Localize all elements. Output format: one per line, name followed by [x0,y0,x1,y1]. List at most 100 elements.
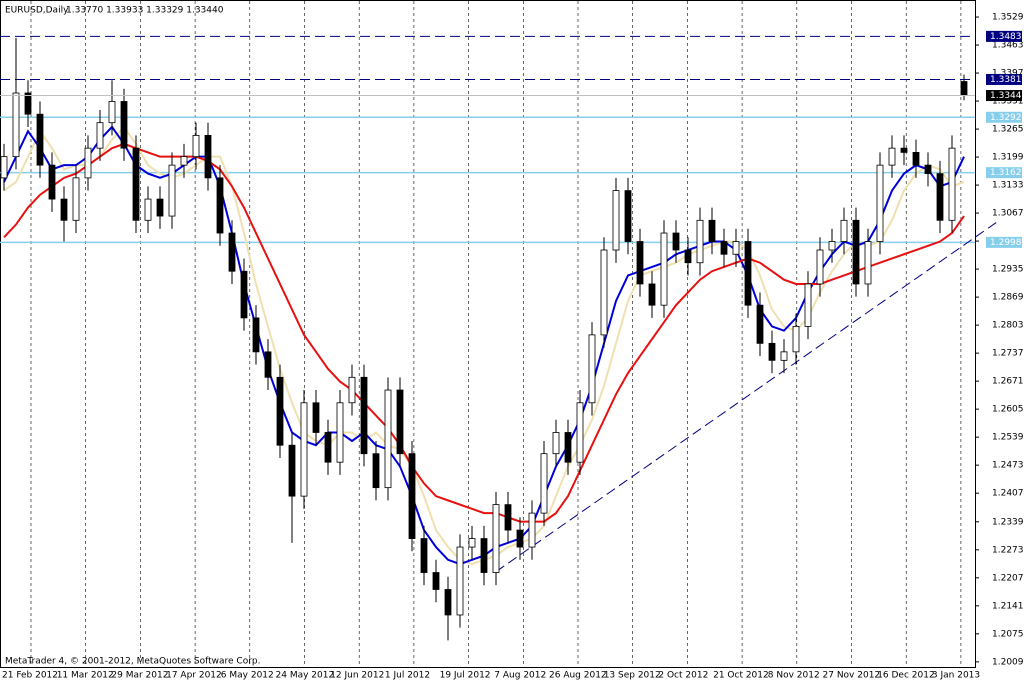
y-tick-label: 1.31330 [992,181,1024,191]
candle-body [276,376,284,446]
candle-body [336,402,344,463]
x-tick-label: 29 Mar 2012 [111,671,168,681]
x-tick-label: 19 Jul 2012 [440,671,491,681]
candle-body [24,92,32,115]
y-tick-label: 1.30670 [992,209,1024,219]
candle-body [564,432,572,463]
candle-body [288,444,296,497]
candle-body [816,249,824,285]
x-tick-label: 6 May 2012 [221,671,274,681]
y-tick-label: 1.33970 [992,69,1024,79]
candle-body [468,538,476,548]
candle-body [12,92,20,158]
y-tick-label: 1.26050 [992,405,1024,415]
y-tick-label: 1.34630 [992,41,1024,51]
x-tick-label: 1 Jul 2012 [385,671,430,681]
candle-body [780,351,788,361]
candle-body [576,402,584,463]
candle-body [408,453,416,539]
x-tick-label: 17 Apr 2012 [166,671,222,681]
candle-body [228,232,236,272]
candle-body [660,232,668,306]
candle-body [168,164,176,217]
candle-body [396,389,404,455]
level-label-box [986,167,1022,179]
y-tick-label: 1.28030 [992,321,1024,331]
y-tick-label: 1.24730 [992,461,1024,471]
candle-body [156,198,164,217]
level-label: 1.32928 [990,113,1024,123]
moving-average [3,142,965,523]
candle-body [324,432,332,463]
candle-body [840,219,848,242]
candle-body [144,198,152,221]
x-tick-label: 13 Sep 2012 [604,671,661,681]
x-tick-label: 3 Jan 2013 [932,671,980,681]
level-label: 1.31623 [990,168,1024,178]
candle-body [216,177,224,234]
candle-body [204,135,212,179]
candle-body [312,402,320,433]
y-tick-label: 1.26710 [992,377,1024,387]
candle-body [492,504,500,573]
candle-body [192,135,200,158]
candle-body [720,241,728,255]
candle-body [756,304,764,344]
candle-body [768,342,776,361]
x-tick-label: 2 Oct 2012 [658,671,708,681]
candle-body [948,147,956,221]
candle-body [456,546,464,616]
y-tick-label: 1.35290 [992,13,1024,23]
candle-body [120,101,128,149]
candle-body [240,270,248,319]
candle-body [852,219,860,285]
y-tick-label: 1.31990 [992,153,1024,163]
ohlc-header: 1.33770 1.33933 1.33329 1.33440 [66,6,224,16]
candle-body [0,156,8,179]
candle-body [552,432,560,455]
level-label: 1.33819 [990,75,1024,85]
candle-body [900,147,908,153]
candle-body [384,389,392,489]
candle-body [960,81,968,96]
candle-body [792,325,800,353]
candle-body [60,198,68,221]
candle-body [648,283,656,306]
x-tick-label: 24 May 2012 [276,671,335,681]
candle-body [132,147,140,221]
candle-body [504,504,512,531]
candle-body [96,122,104,149]
candle-body [480,538,488,573]
candle-body [180,156,188,166]
x-tick-label: 26 Aug 2012 [549,671,607,681]
symbol: EURUSD,Daily [5,6,69,16]
candle-body [360,376,368,455]
candle-body [636,241,644,285]
candle-body [672,232,680,251]
y-tick-label: 1.22075 [992,573,1024,583]
x-tick-label: 7 Aug 2012 [494,671,546,681]
level-label-box [986,30,1022,42]
candle-body [36,113,44,166]
candle-body [744,241,752,306]
candle-body [612,190,620,251]
candle-body [420,538,428,573]
candle-body [732,241,740,255]
candle-body [696,219,704,264]
current-price-box [986,90,1022,102]
x-tick-label: 21 Feb 2012 [2,671,58,681]
level-label-box [986,236,1022,248]
y-tick-label: 1.20755 [992,629,1024,639]
candle-body [108,101,116,124]
candle-body [864,241,872,285]
y-tick-label: 1.33310 [992,97,1024,107]
footer: MetaTrader 4, © 2001-2012, MetaQuotes So… [5,657,261,667]
candle-body [540,453,548,514]
x-tick-label: 16 Dec 2012 [877,671,935,681]
y-tick-label: 1.32650 [992,125,1024,135]
x-tick-label: 11 Mar 2012 [57,671,114,681]
candle-body [528,512,536,548]
candle-body [444,589,452,616]
